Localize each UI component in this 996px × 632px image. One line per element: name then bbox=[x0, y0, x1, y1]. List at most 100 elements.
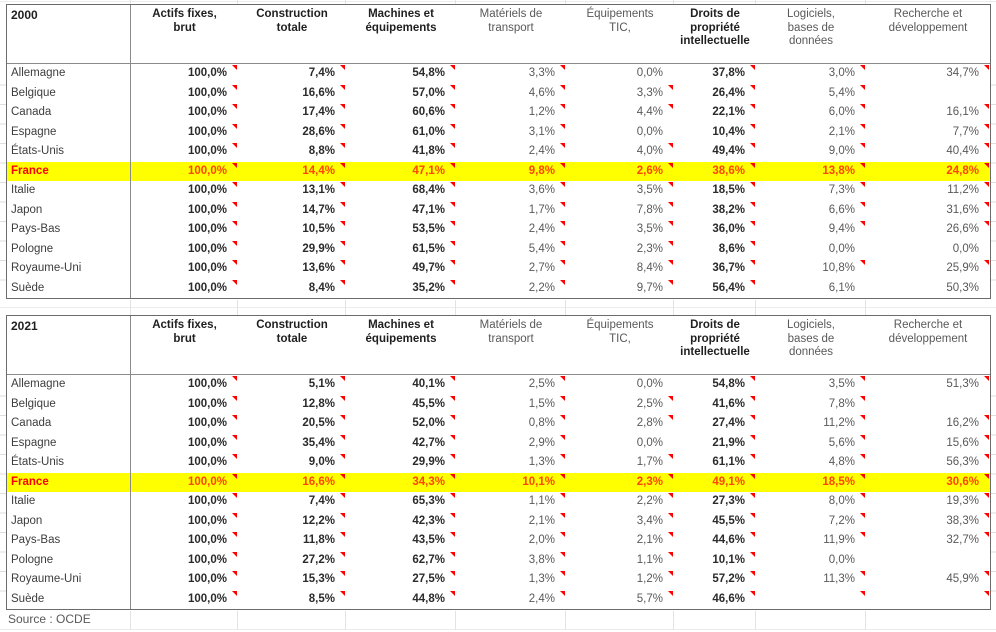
value-cell[interactable]: 54,8% bbox=[346, 64, 456, 84]
value-cell[interactable]: 41,6% bbox=[674, 395, 756, 415]
value-cell[interactable]: 49,4% bbox=[674, 142, 756, 162]
value-cell[interactable]: 16,1% bbox=[866, 103, 990, 123]
value-cell[interactable]: 40,4% bbox=[866, 142, 990, 162]
value-cell[interactable]: 28,6% bbox=[238, 123, 346, 143]
value-cell[interactable]: 25,9% bbox=[866, 259, 990, 279]
value-cell[interactable]: 51,3% bbox=[866, 375, 990, 395]
value-cell[interactable]: 2,3% bbox=[566, 240, 674, 260]
value-cell[interactable]: 35,2% bbox=[346, 279, 456, 299]
value-cell[interactable]: 42,3% bbox=[346, 512, 456, 532]
value-cell[interactable]: 0,0% bbox=[566, 434, 674, 454]
country-cell[interactable]: Espagne bbox=[7, 433, 131, 453]
value-cell[interactable]: 38,6% bbox=[674, 162, 756, 182]
value-cell[interactable]: 1,3% bbox=[456, 570, 566, 590]
value-cell[interactable]: 3,1% bbox=[456, 123, 566, 143]
column-header[interactable]: Actifs fixes, brut bbox=[152, 319, 217, 345]
value-cell[interactable]: 43,5% bbox=[346, 531, 456, 551]
value-cell[interactable]: 5,7% bbox=[566, 590, 674, 610]
value-cell[interactable]: 9,0% bbox=[238, 453, 346, 473]
value-cell[interactable]: 8,5% bbox=[238, 590, 346, 610]
value-cell[interactable]: 100,0% bbox=[131, 220, 238, 240]
country-cell[interactable]: Japon bbox=[7, 200, 131, 220]
column-header[interactable]: Droits de propriété intellectuelle bbox=[680, 8, 750, 47]
country-cell[interactable]: Canada bbox=[7, 414, 131, 434]
value-cell[interactable]: 47,1% bbox=[346, 162, 456, 182]
value-cell[interactable]: 12,2% bbox=[238, 512, 346, 532]
value-cell[interactable]: 22,1% bbox=[674, 103, 756, 123]
value-cell[interactable]: 19,3% bbox=[866, 492, 990, 512]
value-cell[interactable]: 61,5% bbox=[346, 240, 456, 260]
value-cell[interactable]: 3,3% bbox=[566, 84, 674, 104]
value-cell[interactable]: 3,5% bbox=[756, 375, 866, 395]
value-cell[interactable]: 53,5% bbox=[346, 220, 456, 240]
value-cell[interactable]: 15,3% bbox=[238, 570, 346, 590]
value-cell[interactable]: 11,2% bbox=[756, 414, 866, 434]
value-cell[interactable]: 0,0% bbox=[566, 375, 674, 395]
value-cell[interactable]: 44,6% bbox=[674, 531, 756, 551]
value-cell[interactable]: 45,5% bbox=[674, 512, 756, 532]
value-cell[interactable]: 0,0% bbox=[566, 64, 674, 84]
value-cell[interactable]: 4,6% bbox=[456, 84, 566, 104]
value-cell[interactable]: 61,0% bbox=[346, 123, 456, 143]
country-cell[interactable]: États-Unis bbox=[7, 142, 131, 162]
column-header[interactable]: Construction totale bbox=[256, 319, 328, 345]
value-cell[interactable]: 1,1% bbox=[456, 492, 566, 512]
value-cell[interactable]: 9,4% bbox=[756, 220, 866, 240]
value-cell[interactable]: 5,1% bbox=[238, 375, 346, 395]
value-cell[interactable]: 21,9% bbox=[674, 434, 756, 454]
country-cell[interactable]: Allemagne bbox=[7, 375, 131, 395]
value-cell[interactable]: 10,8% bbox=[756, 259, 866, 279]
value-cell[interactable]: 16,2% bbox=[866, 414, 990, 434]
value-cell[interactable]: 36,0% bbox=[674, 220, 756, 240]
value-cell[interactable]: 38,2% bbox=[674, 201, 756, 221]
value-cell[interactable]: 1,2% bbox=[566, 570, 674, 590]
country-cell[interactable]: Royaume-Uni bbox=[7, 259, 131, 279]
value-cell[interactable]: 100,0% bbox=[131, 181, 238, 201]
value-cell[interactable]: 2,2% bbox=[566, 492, 674, 512]
value-cell[interactable]: 11,8% bbox=[238, 531, 346, 551]
value-cell[interactable]: 2,7% bbox=[456, 259, 566, 279]
column-header[interactable]: Équipements TIC, bbox=[586, 319, 654, 345]
value-cell[interactable]: 16,6% bbox=[238, 84, 346, 104]
value-cell[interactable]: 9,8% bbox=[456, 162, 566, 182]
value-cell[interactable]: 2,2% bbox=[456, 279, 566, 299]
value-cell[interactable]: 2,6% bbox=[566, 162, 674, 182]
value-cell[interactable]: 2,4% bbox=[456, 142, 566, 162]
value-cell[interactable]: 56,4% bbox=[674, 279, 756, 299]
value-cell[interactable]: 3,5% bbox=[566, 181, 674, 201]
value-cell[interactable]: 1,5% bbox=[456, 395, 566, 415]
value-cell[interactable]: 1,7% bbox=[456, 201, 566, 221]
value-cell[interactable] bbox=[866, 395, 990, 415]
country-cell[interactable]: Suède bbox=[7, 589, 131, 609]
value-cell[interactable]: 45,5% bbox=[346, 395, 456, 415]
value-cell[interactable]: 13,1% bbox=[238, 181, 346, 201]
value-cell[interactable]: 8,6% bbox=[674, 240, 756, 260]
value-cell[interactable]: 8,0% bbox=[756, 492, 866, 512]
value-cell[interactable]: 52,0% bbox=[346, 414, 456, 434]
value-cell[interactable]: 50,3% bbox=[866, 279, 990, 299]
value-cell[interactable]: 1,2% bbox=[456, 103, 566, 123]
value-cell[interactable]: 3,8% bbox=[456, 551, 566, 571]
value-cell[interactable]: 100,0% bbox=[131, 103, 238, 123]
column-header[interactable]: Construction totale bbox=[256, 8, 328, 34]
value-cell[interactable]: 100,0% bbox=[131, 512, 238, 532]
value-cell[interactable]: 9,7% bbox=[566, 279, 674, 299]
value-cell[interactable]: 29,9% bbox=[238, 240, 346, 260]
value-cell[interactable]: 4,8% bbox=[756, 453, 866, 473]
value-cell[interactable]: 3,5% bbox=[566, 220, 674, 240]
value-cell[interactable]: 16,6% bbox=[238, 473, 346, 493]
value-cell[interactable]: 7,4% bbox=[238, 64, 346, 84]
value-cell[interactable] bbox=[866, 84, 990, 104]
value-cell[interactable]: 54,8% bbox=[674, 375, 756, 395]
value-cell[interactable]: 1,7% bbox=[566, 453, 674, 473]
value-cell[interactable]: 61,1% bbox=[674, 453, 756, 473]
year-label[interactable]: 2021 bbox=[7, 316, 131, 374]
value-cell[interactable]: 100,0% bbox=[131, 570, 238, 590]
value-cell[interactable]: 26,6% bbox=[866, 220, 990, 240]
column-header[interactable]: Machines et équipements bbox=[365, 319, 437, 345]
value-cell[interactable]: 10,4% bbox=[674, 123, 756, 143]
value-cell[interactable]: 100,0% bbox=[131, 453, 238, 473]
value-cell[interactable]: 100,0% bbox=[131, 201, 238, 221]
value-cell[interactable]: 100,0% bbox=[131, 551, 238, 571]
value-cell[interactable]: 31,6% bbox=[866, 201, 990, 221]
